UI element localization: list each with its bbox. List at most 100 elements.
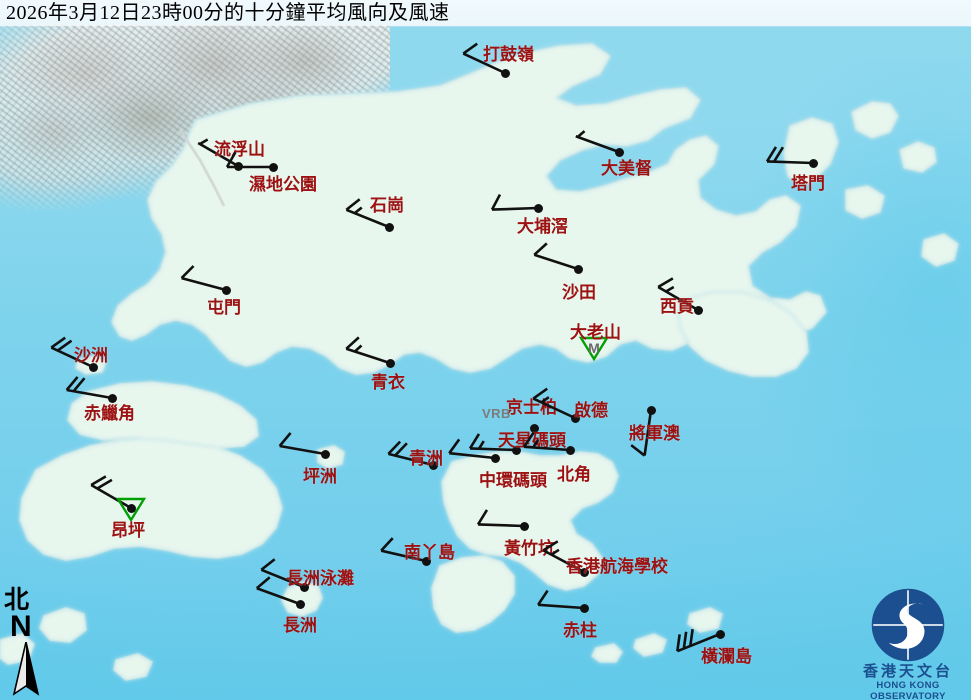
station-dot-marker	[88, 362, 98, 372]
wind-barb-icon	[468, 433, 517, 452]
station-dot-marker	[126, 503, 136, 513]
station-name-label: 京士柏	[506, 398, 557, 417]
hko-name-chinese: 香港天文台	[862, 664, 953, 680]
station-dot-marker	[579, 603, 589, 613]
wind-barb-icon	[225, 151, 273, 169]
station-dot-marker	[646, 405, 656, 415]
wind-barb-icon	[197, 138, 239, 168]
station-name-label: 打鼓嶺	[483, 45, 534, 64]
station-dot-marker	[565, 445, 575, 455]
station-name-label: 大美督	[601, 159, 652, 178]
wind-barb-icon	[765, 146, 814, 165]
land-islet-east-1	[851, 101, 899, 139]
land-islet-far-east	[921, 233, 959, 267]
station-name-label: 黃竹坑	[504, 539, 555, 558]
station-dot-marker	[490, 453, 500, 463]
station-name-label: 香港航海學校	[566, 557, 668, 576]
hko-logo: 香港天文台 HONG KONG OBSERVATORY	[852, 588, 964, 700]
compass-needle-icon	[12, 642, 40, 696]
station-dot-marker	[107, 393, 117, 403]
station-dot-marker	[511, 445, 521, 455]
land-islet-east-2	[899, 141, 937, 173]
station-dot-marker	[529, 423, 539, 433]
wind-barb-icon	[387, 440, 434, 467]
station-name-label: 青衣	[371, 373, 405, 392]
station-name-label: 將軍澳	[629, 424, 680, 443]
station-name-label: 赤鱲角	[84, 404, 135, 423]
station-dot-marker	[299, 582, 309, 592]
compass-label-north: N	[10, 610, 32, 643]
station-dot-marker	[573, 264, 583, 274]
station-dot-marker	[320, 449, 330, 459]
wind-barb-icon	[462, 42, 506, 75]
station-dot-marker	[428, 460, 438, 470]
hko-name-english: HONG KONG OBSERVATORY	[870, 680, 946, 700]
land-islet-south-lantau	[39, 607, 87, 643]
land-lantau-island	[19, 437, 283, 561]
station-name-label: 石崗	[370, 196, 404, 215]
land-islet-southeast-2	[633, 633, 667, 657]
station-name-label: 天星碼頭	[498, 431, 566, 450]
station-name-label: 屯門	[207, 298, 241, 317]
station-name-label: 大老山	[570, 323, 621, 342]
land-hong-kong-island	[441, 451, 619, 591]
wind-barb-icon	[676, 628, 721, 653]
wind-barb-icon	[476, 509, 525, 528]
station-name-label: 橫瀾島	[701, 647, 752, 666]
station-dot-marker	[570, 413, 580, 423]
station-name-label: 沙洲	[74, 346, 108, 365]
station-name-label: 西貢	[660, 297, 694, 316]
station-dot-marker	[500, 68, 510, 78]
wind-barb-icon	[345, 336, 391, 365]
shenzhen-bay-bridge	[178, 129, 226, 207]
title-strip	[0, 0, 971, 26]
page-title: 2026年3月12日23時00分的十分鐘平均風向及風速	[6, 2, 450, 24]
wind-barb-icon	[537, 589, 585, 610]
station-dot-marker	[579, 567, 589, 577]
wind-barb-icon	[90, 475, 132, 510]
station-name-label: 流浮山	[214, 140, 265, 159]
station-name-label: 坪洲	[303, 467, 337, 486]
station-dot-marker	[295, 599, 305, 609]
station-name-label: 昂坪	[111, 521, 145, 540]
station-name-label: 青洲	[409, 449, 443, 468]
land-new-territories	[111, 43, 827, 375]
station-dot-marker	[384, 222, 394, 232]
svg-text:M: M	[588, 340, 600, 356]
land-islet-northeast	[845, 185, 885, 219]
station-name-label: 北角	[557, 465, 591, 484]
wind-barb-icon	[180, 265, 227, 292]
station-dot-marker	[533, 203, 543, 213]
wind-barb-icon	[65, 376, 113, 400]
station-dot-marker	[715, 629, 725, 639]
station-name-label: 長洲泳灘	[286, 569, 354, 588]
wind-barb-icon	[260, 558, 305, 589]
wind-barb-icon	[542, 540, 585, 574]
wind-barb-icon	[380, 537, 427, 563]
station-name-label: 中環碼頭	[479, 471, 547, 490]
wind-barb-icon	[448, 438, 496, 460]
station-name-label: 大埔滘	[517, 217, 568, 236]
station-name-label: 濕地公園	[249, 175, 317, 194]
land-islet-south-1	[590, 643, 624, 663]
compass-label-chinese: 北	[4, 587, 30, 614]
station-dot-marker	[421, 556, 431, 566]
station-triangle-marker-icon: M	[578, 336, 610, 362]
station-name-label: 塔門	[791, 174, 825, 193]
land-lamma-island	[431, 555, 515, 633]
wind-barb-icon	[532, 387, 576, 420]
wind-barb-icon	[50, 336, 94, 369]
station-dot-marker	[268, 162, 278, 172]
wind-barb-icon	[523, 431, 571, 452]
wind-barb-icon	[575, 130, 620, 154]
wind-barb-icon	[630, 409, 653, 457]
station-dot-marker	[693, 305, 703, 315]
land-sai-kung-peninsula	[677, 291, 809, 377]
land-islet-southeast-1	[687, 607, 723, 633]
land-islet-soko	[113, 653, 154, 681]
wind-barb-icon	[533, 242, 579, 271]
wind-barb-icon	[255, 576, 301, 606]
station-variable-wind-label: VRB	[482, 406, 511, 421]
